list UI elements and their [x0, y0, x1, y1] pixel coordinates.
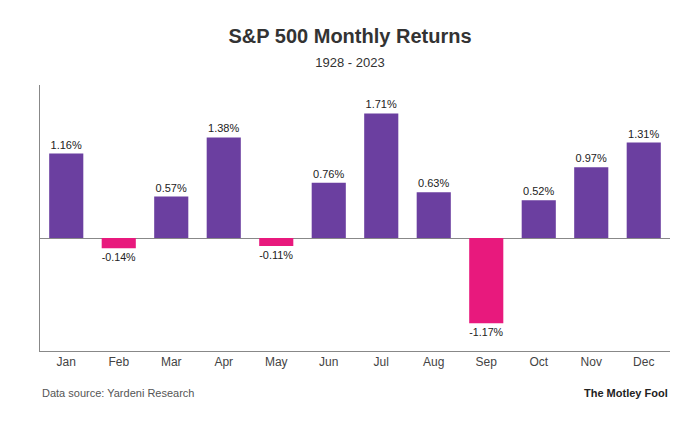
svg-text:S&P 500 Monthly Returns: S&P 500 Monthly Returns: [228, 25, 471, 47]
svg-text:Sep: Sep: [476, 355, 498, 369]
svg-text:1.71%: 1.71%: [366, 98, 397, 110]
svg-text:0.63%: 0.63%: [418, 177, 449, 189]
svg-text:Oct: Oct: [529, 355, 548, 369]
svg-text:0.97%: 0.97%: [576, 152, 607, 164]
svg-text:Data source: Yardeni Research: Data source: Yardeni Research: [42, 387, 194, 399]
svg-text:1.38%: 1.38%: [208, 122, 239, 134]
svg-text:0.57%: 0.57%: [156, 182, 187, 194]
svg-text:Mar: Mar: [161, 355, 182, 369]
svg-text:0.52%: 0.52%: [523, 185, 554, 197]
svg-text:Apr: Apr: [214, 355, 233, 369]
svg-text:-1.17%: -1.17%: [469, 326, 503, 338]
svg-text:May: May: [265, 355, 288, 369]
svg-text:1.31%: 1.31%: [628, 128, 659, 140]
svg-text:Jan: Jan: [57, 355, 76, 369]
svg-text:0.76%: 0.76%: [313, 168, 344, 180]
svg-text:Feb: Feb: [108, 355, 129, 369]
svg-text:Aug: Aug: [423, 355, 444, 369]
svg-text:Dec: Dec: [633, 355, 654, 369]
svg-text:Jun: Jun: [319, 355, 338, 369]
svg-text:The Motley Fool: The Motley Fool: [584, 387, 668, 399]
svg-text:Jul: Jul: [374, 355, 389, 369]
svg-text:-0.11%: -0.11%: [259, 249, 293, 261]
svg-text:1928 - 2023: 1928 - 2023: [315, 55, 384, 70]
svg-text:1.16%: 1.16%: [51, 139, 82, 151]
svg-text:-0.14%: -0.14%: [102, 251, 136, 263]
svg-text:Nov: Nov: [581, 355, 602, 369]
